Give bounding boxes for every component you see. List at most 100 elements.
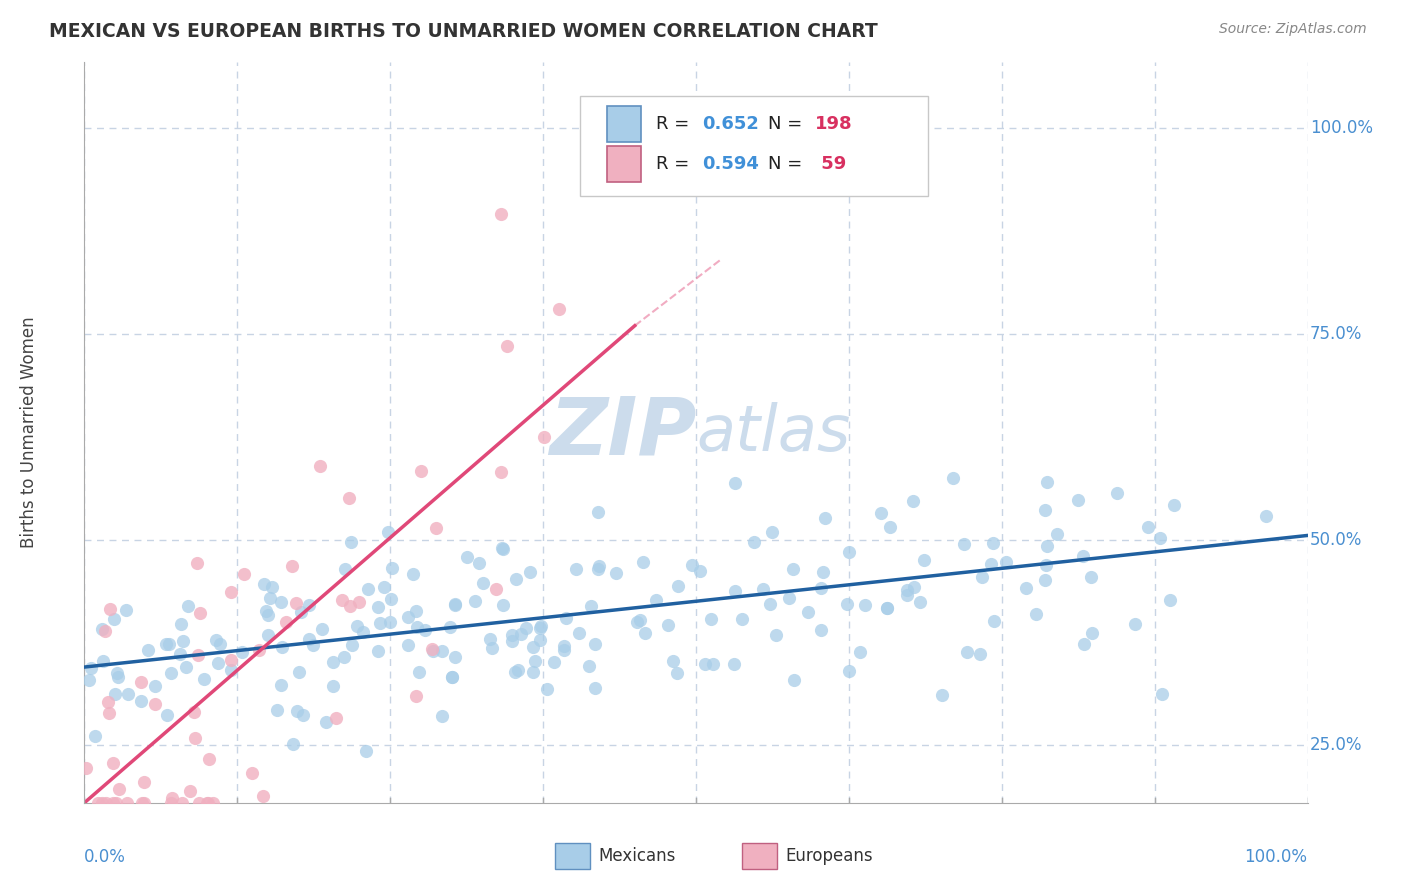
Point bbox=[266, 703, 288, 717]
Point bbox=[1137, 520, 1160, 534]
Point bbox=[143, 679, 166, 693]
Bar bbox=[555, 843, 589, 870]
Point bbox=[835, 597, 858, 611]
Point bbox=[157, 637, 180, 651]
Point bbox=[443, 598, 465, 612]
Point bbox=[252, 789, 274, 803]
Point bbox=[378, 615, 401, 629]
Point bbox=[193, 672, 215, 686]
Point bbox=[105, 796, 128, 810]
Point bbox=[783, 673, 806, 687]
Point bbox=[233, 567, 256, 582]
Point bbox=[1067, 493, 1090, 508]
Point bbox=[782, 562, 804, 576]
Point bbox=[666, 665, 689, 680]
Text: 75.0%: 75.0% bbox=[1310, 325, 1362, 343]
Point bbox=[170, 617, 193, 632]
Point bbox=[1149, 531, 1171, 545]
Point bbox=[132, 775, 155, 789]
Point bbox=[456, 550, 478, 565]
Point bbox=[491, 541, 513, 556]
Point bbox=[1080, 570, 1102, 584]
Point bbox=[346, 618, 368, 632]
Point bbox=[91, 654, 114, 668]
Point bbox=[291, 708, 314, 723]
Point bbox=[695, 657, 717, 671]
Point bbox=[1014, 581, 1036, 595]
Point bbox=[485, 582, 508, 596]
Point bbox=[529, 621, 551, 635]
Point bbox=[439, 620, 461, 634]
Text: MEXICAN VS EUROPEAN BIRTHS TO UNMARRIED WOMEN CORRELATION CHART: MEXICAN VS EUROPEAN BIRTHS TO UNMARRIED … bbox=[49, 22, 877, 41]
Point bbox=[1025, 607, 1047, 621]
Point bbox=[160, 791, 183, 805]
Point bbox=[645, 593, 668, 607]
Point bbox=[240, 765, 263, 780]
Point bbox=[195, 796, 218, 810]
Point bbox=[583, 681, 606, 696]
Point bbox=[956, 645, 979, 659]
Point bbox=[415, 623, 437, 637]
Point bbox=[515, 621, 537, 635]
FancyBboxPatch shape bbox=[579, 95, 928, 195]
Point bbox=[662, 654, 685, 668]
Point bbox=[156, 707, 179, 722]
Point bbox=[381, 561, 404, 575]
Text: R =: R = bbox=[655, 155, 695, 173]
Point bbox=[115, 603, 138, 617]
Point bbox=[761, 524, 783, 539]
Point bbox=[1105, 486, 1128, 500]
Point bbox=[751, 582, 773, 596]
Point bbox=[169, 647, 191, 661]
Point bbox=[367, 644, 389, 658]
Point bbox=[155, 637, 177, 651]
Text: N =: N = bbox=[768, 155, 808, 173]
Point bbox=[290, 605, 312, 619]
Point bbox=[367, 600, 389, 615]
Point bbox=[1035, 539, 1057, 553]
Point bbox=[981, 535, 1004, 549]
Point bbox=[107, 670, 129, 684]
Point bbox=[942, 471, 965, 485]
Point bbox=[634, 626, 657, 640]
Point bbox=[322, 679, 344, 693]
Point bbox=[83, 729, 105, 743]
Text: 198: 198 bbox=[814, 115, 852, 133]
Point bbox=[322, 656, 344, 670]
Point bbox=[724, 475, 747, 490]
Point bbox=[700, 612, 723, 626]
Point bbox=[103, 612, 125, 626]
Point bbox=[254, 604, 277, 618]
Point bbox=[257, 628, 280, 642]
Text: ZIP: ZIP bbox=[548, 393, 696, 472]
Text: 59: 59 bbox=[814, 155, 846, 173]
Point bbox=[80, 660, 103, 674]
Point bbox=[174, 659, 197, 673]
Point bbox=[270, 678, 292, 692]
Point bbox=[471, 576, 494, 591]
Point bbox=[1073, 637, 1095, 651]
Text: 0.0%: 0.0% bbox=[84, 848, 127, 866]
Point bbox=[221, 653, 243, 667]
Bar bbox=[606, 146, 641, 182]
Text: 0.594: 0.594 bbox=[702, 155, 759, 173]
Point bbox=[912, 552, 935, 566]
Point bbox=[198, 752, 221, 766]
Point bbox=[333, 562, 356, 576]
Point bbox=[405, 604, 427, 618]
Point bbox=[903, 581, 925, 595]
Point bbox=[231, 645, 253, 659]
Bar bbox=[606, 106, 641, 142]
Point bbox=[444, 597, 467, 611]
Point bbox=[396, 638, 419, 652]
Point bbox=[1254, 509, 1277, 524]
Point bbox=[339, 534, 361, 549]
Point bbox=[1073, 549, 1095, 563]
Point bbox=[548, 302, 571, 317]
Point bbox=[90, 796, 112, 810]
Point bbox=[553, 643, 575, 657]
Point bbox=[533, 430, 555, 444]
Point bbox=[810, 581, 832, 595]
Point bbox=[681, 558, 703, 573]
Text: 100.0%: 100.0% bbox=[1244, 848, 1308, 866]
